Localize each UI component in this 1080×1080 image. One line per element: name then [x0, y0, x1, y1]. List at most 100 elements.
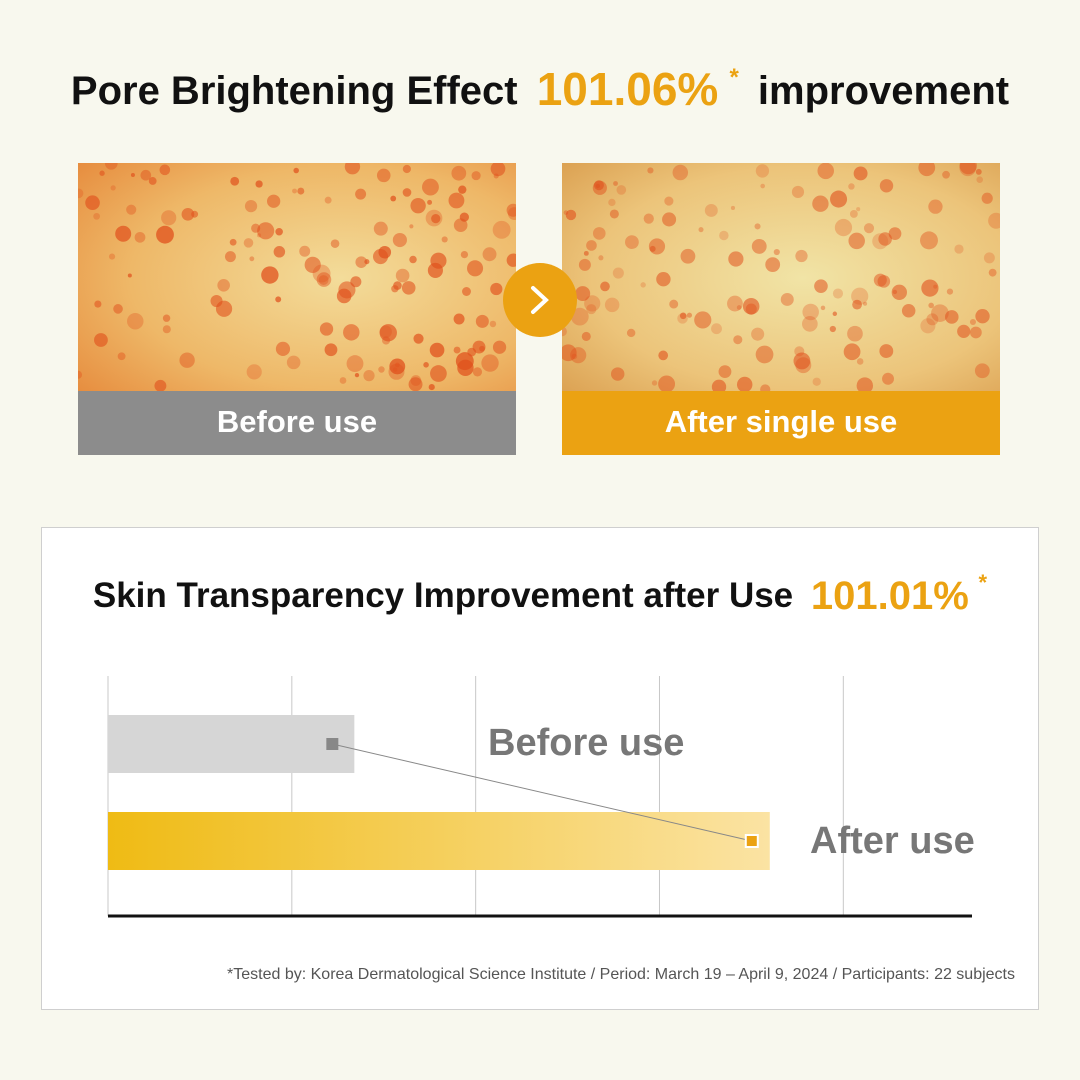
- pore: [921, 279, 939, 297]
- after-label: After single use: [665, 404, 898, 439]
- pore: [267, 194, 281, 208]
- pore: [364, 259, 370, 265]
- pore: [848, 183, 855, 190]
- pore: [625, 235, 639, 249]
- pore: [154, 379, 167, 392]
- pore: [451, 165, 467, 181]
- pore: [760, 183, 766, 189]
- pore: [425, 209, 443, 227]
- pore: [754, 223, 761, 230]
- pore: [608, 198, 616, 207]
- pore: [481, 354, 499, 372]
- pore: [453, 346, 461, 354]
- pore: [448, 192, 465, 209]
- pore: [679, 312, 687, 320]
- pore: [581, 331, 591, 342]
- pore: [584, 295, 601, 312]
- pore: [626, 328, 636, 338]
- pore: [402, 164, 411, 174]
- pore: [319, 322, 334, 336]
- pore: [388, 363, 405, 380]
- pore: [586, 240, 597, 251]
- pore: [983, 252, 995, 264]
- pore: [428, 384, 435, 391]
- pore: [975, 309, 990, 324]
- pore: [409, 255, 417, 264]
- pore: [662, 212, 677, 227]
- pore: [879, 179, 894, 193]
- pore: [489, 320, 497, 328]
- title-suffix: improvement: [758, 69, 1009, 113]
- pore: [988, 268, 997, 277]
- pore: [324, 196, 332, 204]
- pore: [462, 287, 471, 296]
- pore: [669, 299, 679, 309]
- skin: [78, 163, 516, 393]
- chart-title-highlight: 101.01%: [811, 574, 969, 618]
- pore: [115, 225, 132, 242]
- pore: [592, 227, 606, 240]
- pore: [830, 190, 848, 208]
- pore: [427, 199, 433, 205]
- pore: [363, 369, 375, 382]
- pore: [583, 250, 589, 256]
- pore: [346, 355, 364, 373]
- before-label: Before use: [217, 404, 377, 439]
- pore: [379, 324, 397, 342]
- pore: [257, 222, 275, 240]
- pore: [586, 304, 597, 315]
- pore: [711, 379, 727, 393]
- pore: [392, 232, 407, 248]
- pore: [94, 300, 102, 308]
- pore: [104, 163, 118, 170]
- pore: [609, 209, 619, 219]
- pore: [698, 227, 704, 233]
- pore: [441, 236, 448, 243]
- pore: [773, 248, 780, 256]
- pore: [736, 305, 742, 310]
- pore: [261, 266, 279, 284]
- pore: [780, 292, 794, 306]
- pore: [812, 195, 829, 212]
- pore: [475, 314, 489, 328]
- marker: [326, 738, 339, 750]
- pore: [882, 372, 895, 385]
- pore: [422, 178, 439, 196]
- footnote: *Tested by: Korea Dermatological Science…: [227, 966, 1015, 983]
- chart-title-asterisk: *: [979, 570, 988, 595]
- pore: [378, 366, 385, 373]
- pore: [293, 167, 299, 174]
- pore: [354, 372, 360, 378]
- title-asterisk: *: [729, 64, 739, 91]
- pore: [113, 304, 123, 314]
- pore: [140, 169, 152, 181]
- pore: [181, 207, 195, 221]
- pore: [493, 173, 499, 179]
- pore: [873, 273, 887, 287]
- pore: [849, 210, 858, 218]
- pore: [117, 352, 126, 361]
- pore: [920, 318, 936, 334]
- pore: [856, 207, 861, 212]
- pore: [423, 362, 429, 368]
- pore: [78, 370, 83, 379]
- pore: [570, 347, 587, 364]
- pore: [343, 324, 360, 341]
- pore: [651, 380, 658, 386]
- pore: [656, 272, 671, 287]
- pore: [751, 327, 765, 341]
- pore: [99, 170, 105, 176]
- pore: [224, 251, 236, 263]
- pore: [409, 224, 414, 229]
- pore: [459, 212, 469, 222]
- pore: [217, 278, 230, 292]
- before-photo: [78, 163, 516, 393]
- pore: [330, 239, 340, 248]
- pore: [126, 204, 137, 215]
- pore: [736, 376, 753, 393]
- pore: [257, 233, 262, 238]
- pore: [832, 311, 838, 316]
- pore: [820, 305, 826, 311]
- pore: [946, 288, 954, 295]
